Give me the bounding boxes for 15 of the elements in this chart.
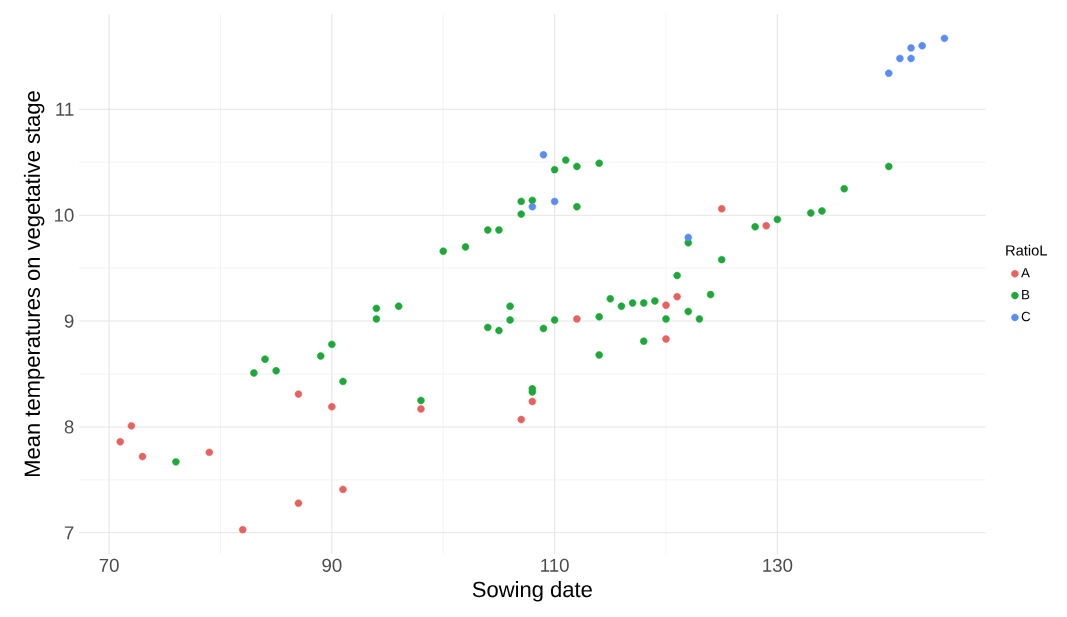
- x-tick-label: 130: [763, 558, 793, 572]
- y-tick-label: 11: [56, 102, 74, 116]
- x-tick-label: 70: [99, 558, 119, 572]
- y-tick-label: 9: [64, 314, 74, 328]
- legend-label: B: [1022, 289, 1030, 300]
- y-tick-label: 10: [54, 208, 74, 222]
- legend-title: RatioL: [1006, 244, 1047, 256]
- y-tick-label: 8: [64, 420, 74, 434]
- x-axis-title: Sowing date: [472, 581, 592, 602]
- x-tick-label: 110: [541, 558, 569, 572]
- legend-label: C: [1021, 311, 1031, 322]
- legend-label: A: [1021, 268, 1030, 278]
- y-tick-label: 7: [64, 526, 74, 540]
- y-axis-title: Mean temperatures on vegetative stage: [23, 91, 45, 477]
- x-tick-label: 90: [322, 558, 342, 572]
